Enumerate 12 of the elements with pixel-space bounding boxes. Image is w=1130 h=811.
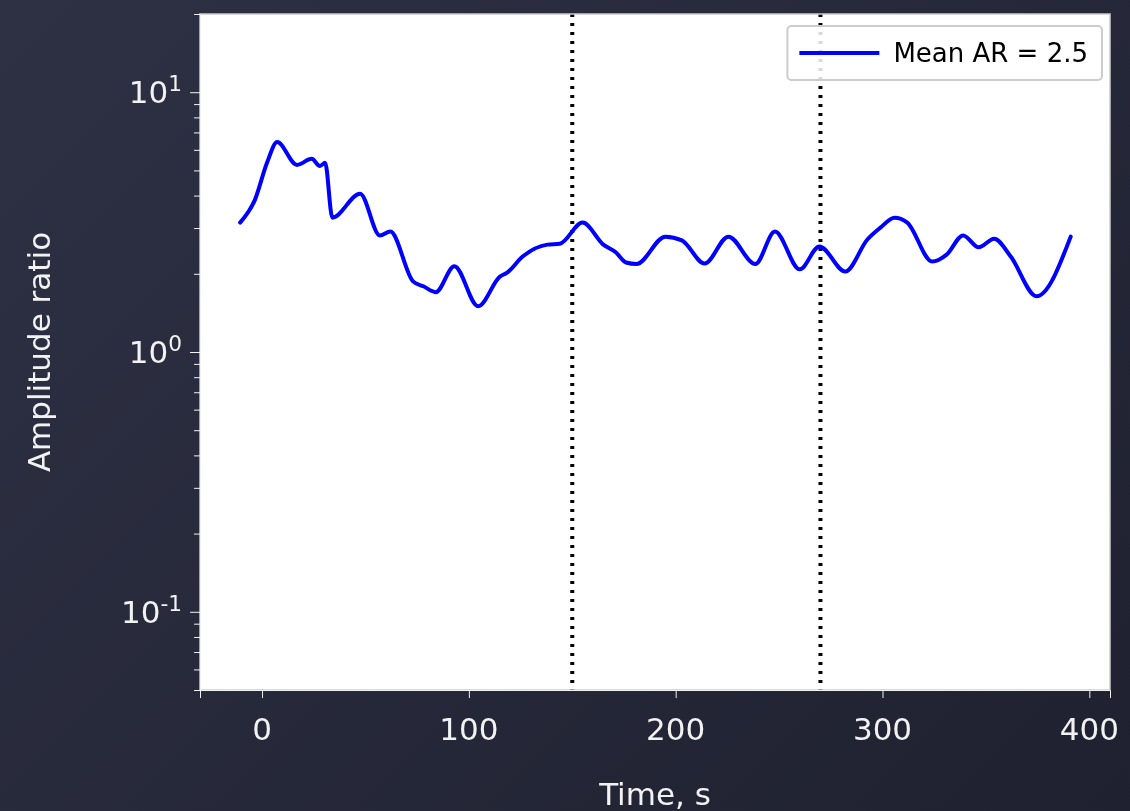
line-series (238, 140, 1073, 309)
y-axis-title: Amplitude ratio (21, 231, 57, 473)
y-tick-label: 10$^{1}$ (128, 70, 182, 111)
x-tick-label: 300 (852, 711, 913, 747)
x-tick-label: 400 (1059, 711, 1119, 747)
y-tick-label: 10$^{0}$ (128, 330, 182, 370)
x-tick-label: 0 (252, 711, 272, 747)
legend-label: Mean AR = 2.5 (893, 38, 1088, 68)
x-tick-label: 100 (439, 711, 499, 747)
y-tick-label: 10$^{-1}$ (120, 590, 182, 630)
x-axis-title: Time, s (598, 776, 711, 811)
x-tick-label: 200 (646, 711, 706, 747)
